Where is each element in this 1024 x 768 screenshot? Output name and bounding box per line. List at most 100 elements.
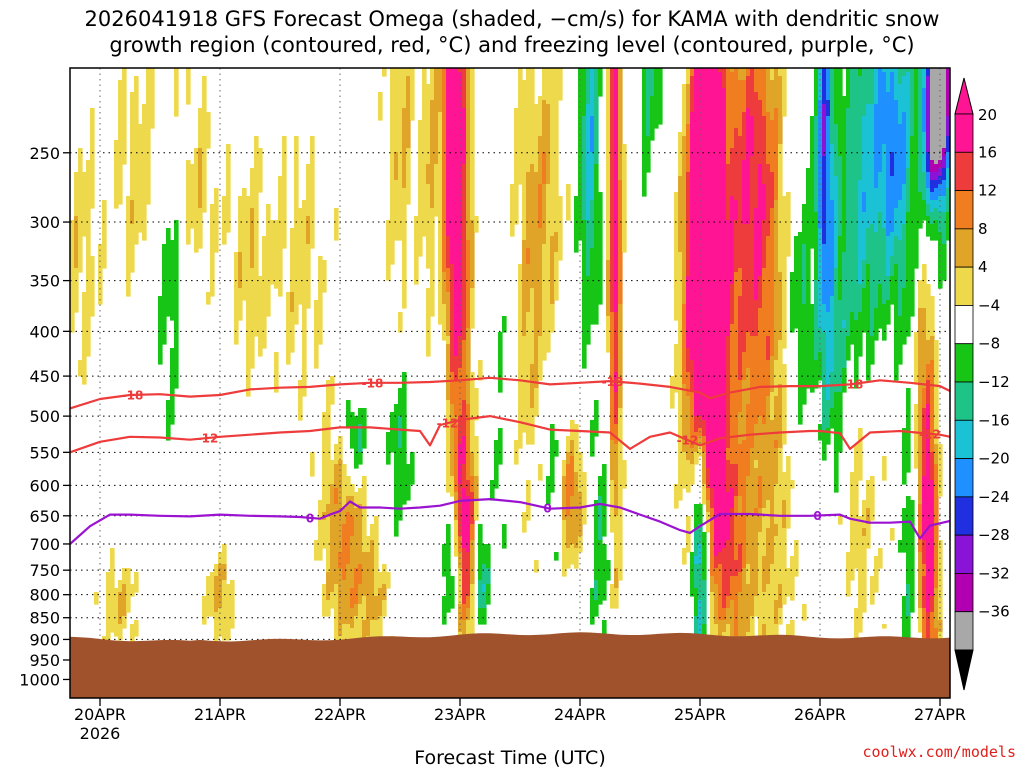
shade-cell <box>466 372 471 377</box>
shade-cell <box>826 192 831 197</box>
shade-cell <box>438 216 443 221</box>
shade-cell <box>82 340 91 345</box>
shade-cell <box>830 380 843 385</box>
shade-cell <box>766 400 771 405</box>
shade-cell <box>542 124 551 129</box>
shade-cell <box>878 88 887 93</box>
shade-cell <box>614 164 619 169</box>
shade-cell <box>830 172 835 177</box>
shade-cell <box>878 180 887 185</box>
shade-cell <box>742 284 755 289</box>
shade-cell <box>614 224 619 229</box>
shade-cell <box>782 100 787 105</box>
shade-cell <box>818 68 823 73</box>
shade-cell <box>438 260 443 265</box>
shade-cell <box>906 244 919 249</box>
shade-cell <box>542 200 547 205</box>
shade-cell <box>550 244 559 249</box>
shade-cell <box>810 132 815 137</box>
shade-cell <box>262 252 283 257</box>
shade-cell <box>622 232 627 237</box>
shade-cell <box>826 140 831 145</box>
shade-cell <box>462 332 467 337</box>
shade-cell <box>726 340 731 345</box>
shade-cell <box>390 80 407 85</box>
shade-cell <box>822 184 827 189</box>
shade-cell <box>102 228 107 233</box>
shade-cell <box>918 108 923 113</box>
shade-cell <box>586 260 591 265</box>
shade-cell <box>822 392 827 397</box>
shade-cell <box>462 400 467 405</box>
shade-cell <box>446 112 467 117</box>
shade-cell <box>726 168 743 173</box>
shade-cell <box>302 316 307 321</box>
shade-cell <box>410 116 415 121</box>
shade-cell <box>438 220 443 225</box>
shade-cell <box>450 240 463 245</box>
shade-cell <box>534 304 543 309</box>
shade-cell <box>450 404 455 409</box>
shade-cell <box>522 260 527 265</box>
shade-cell <box>286 328 295 333</box>
shade-cell <box>750 164 759 169</box>
shade-cell <box>470 84 475 89</box>
shade-cell <box>930 68 947 73</box>
shade-cell <box>730 380 743 385</box>
shade-cell <box>822 168 827 173</box>
shade-cell <box>606 276 611 281</box>
shade-cell <box>834 356 847 361</box>
shade-cell <box>310 140 315 145</box>
shade-cell <box>798 344 815 349</box>
shade-cell <box>462 264 467 269</box>
shade-cell <box>102 200 107 205</box>
shade-cell <box>734 316 739 321</box>
shade-cell <box>686 128 691 133</box>
shade-cell <box>278 208 287 213</box>
shade-cell <box>582 240 587 245</box>
shade-cell <box>686 300 731 305</box>
shade-cell <box>614 316 619 321</box>
shade-cell <box>830 140 839 145</box>
shade-cell <box>886 176 907 181</box>
shade-cell <box>550 284 555 289</box>
shade-cell <box>174 88 179 93</box>
shade-cell <box>590 212 595 217</box>
shade-cell <box>334 224 339 229</box>
shade-cell <box>754 232 763 237</box>
shade-cell <box>894 244 907 249</box>
shade-cell <box>834 248 839 253</box>
shade-cell <box>798 392 807 397</box>
shade-cell <box>886 300 899 305</box>
shade-cell <box>758 312 775 317</box>
shade-cell <box>442 84 447 89</box>
shade-cell <box>398 156 403 161</box>
shade-cell <box>686 172 691 177</box>
shade-cell <box>914 108 919 113</box>
shade-cell <box>618 176 623 181</box>
shade-cell <box>814 128 819 133</box>
shade-cell <box>526 224 539 229</box>
shade-cell <box>518 264 523 269</box>
shade-cell <box>898 116 903 121</box>
shade-cell <box>834 72 843 77</box>
shade-cell <box>550 272 555 277</box>
shade-cell <box>814 72 819 77</box>
shade-cell <box>606 320 611 325</box>
shade-cell <box>834 172 843 177</box>
shade-cell <box>834 268 839 273</box>
shade-cell <box>614 128 619 133</box>
shade-cell <box>446 308 451 313</box>
shade-cell <box>598 68 603 73</box>
shade-cell <box>262 264 283 269</box>
shade-cell <box>918 324 927 329</box>
shade-cell <box>774 344 779 349</box>
shade-cell <box>690 356 727 361</box>
shade-cell <box>822 200 827 205</box>
shade-cell <box>822 140 827 145</box>
shade-cell <box>650 128 655 133</box>
shade-cell <box>546 188 559 193</box>
shade-cell <box>782 92 787 97</box>
shade-cell <box>690 108 695 113</box>
shade-cell <box>690 140 727 145</box>
